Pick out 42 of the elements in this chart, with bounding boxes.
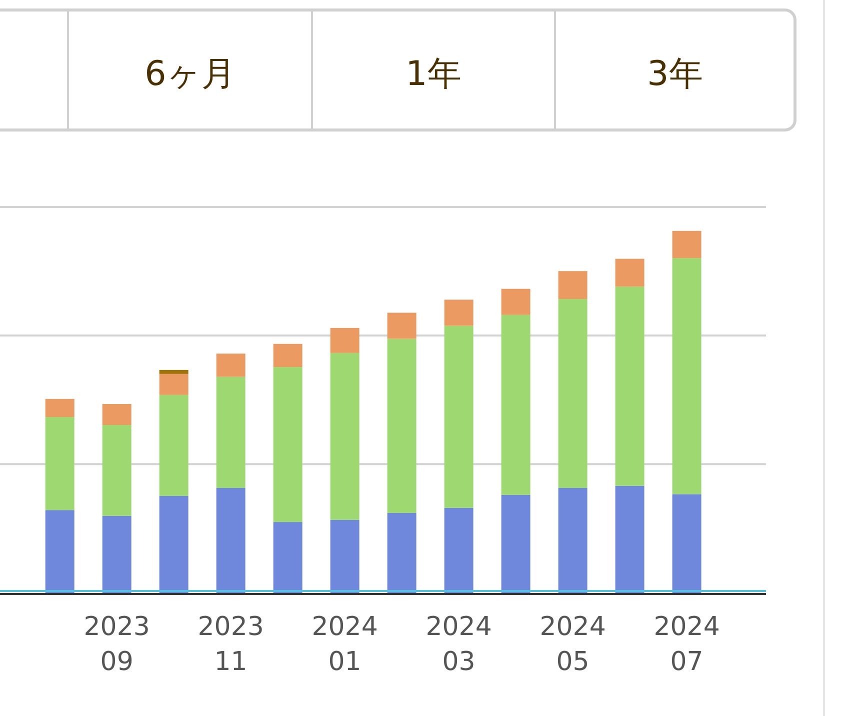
bar [159, 496, 188, 593]
bar [672, 258, 702, 494]
x-tick-label: 2024 07 [654, 612, 720, 677]
bar [501, 288, 530, 315]
x-tick-label: 2024 05 [540, 612, 606, 677]
bar [45, 417, 74, 510]
x-tick-label: 2024 03 [426, 612, 492, 677]
bar [159, 394, 188, 496]
bar [672, 230, 702, 258]
bar [102, 424, 132, 516]
bar [558, 271, 588, 299]
bar [444, 326, 474, 508]
bar [216, 354, 246, 377]
bar [273, 522, 302, 593]
bar [45, 510, 74, 593]
bar [216, 376, 246, 488]
bar [330, 328, 360, 353]
bar [387, 312, 416, 339]
bar [615, 486, 644, 593]
bar [216, 488, 246, 593]
bar [672, 494, 702, 593]
x-tick-label: 2023 09 [84, 612, 150, 677]
bar [444, 508, 474, 593]
bar [102, 516, 132, 593]
bar [444, 300, 474, 326]
bar [273, 367, 302, 522]
bar [330, 352, 360, 520]
bar [102, 404, 132, 425]
bar [387, 512, 416, 593]
bar [558, 488, 588, 593]
bar [45, 398, 74, 418]
x-tick-label: 2024 01 [312, 612, 378, 677]
bar [501, 494, 530, 593]
bar [558, 298, 588, 488]
bar [330, 520, 360, 593]
bar [615, 258, 644, 287]
tabs: 6ヶ月 1年 3年 [0, 8, 796, 132]
bar [615, 286, 644, 486]
bar [273, 344, 302, 368]
bar [501, 314, 530, 495]
bar [387, 338, 416, 513]
x-tick-label: 2023 11 [198, 612, 264, 677]
